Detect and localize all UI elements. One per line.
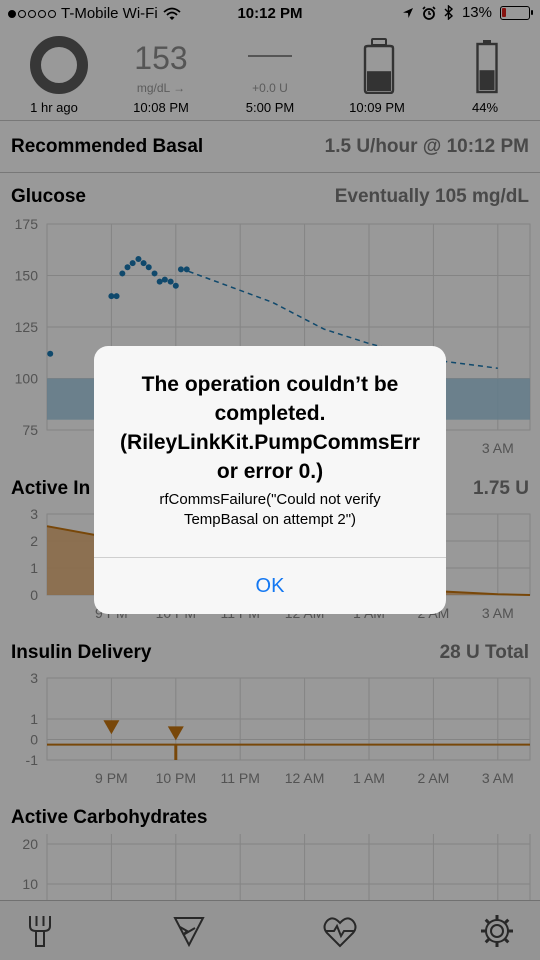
y-tick-label: 150 [15, 268, 39, 284]
glucose-point [140, 260, 147, 267]
recommended-basal-row[interactable]: Recommended Basal 1.5 U/hour @ 10:12 PM [0, 120, 540, 173]
insulin-delivery-total: 28 U Total [439, 642, 529, 663]
x-tick-label: 11 PM [220, 770, 259, 786]
active-insulin-value: 1.75 U [473, 478, 529, 499]
y-tick-label: 1 [30, 711, 38, 727]
glucose-point [156, 278, 163, 285]
bolus-icon[interactable] [171, 913, 207, 949]
glucose-point [113, 293, 120, 300]
glucose-point [135, 256, 142, 263]
alert-divider [94, 557, 446, 558]
glucose-point [167, 278, 174, 285]
bolus-marker [167, 726, 184, 741]
bolus-marker [103, 720, 120, 735]
glucose-time: 10:08 PM [133, 100, 189, 115]
y-tick-label: 20 [22, 836, 38, 852]
pump-battery-icon [476, 40, 498, 94]
reservoir-icon [363, 38, 395, 94]
x-tick-label: 10 PM [156, 770, 196, 786]
y-tick-label: 3 [30, 506, 38, 522]
y-tick-label: -1 [26, 752, 39, 768]
settings-gear-icon[interactable] [479, 913, 515, 949]
bluetooth-icon [444, 5, 453, 20]
error-alert: The operation couldn’t be completed. (Ri… [94, 346, 446, 614]
alarm-icon [422, 5, 436, 20]
x-tick-label: 3 AM [482, 440, 514, 456]
glucose-point [47, 350, 54, 357]
glucose-point [177, 266, 184, 273]
loop-status[interactable]: 1 hr ago [4, 28, 104, 120]
x-tick-label: 3 AM [482, 770, 514, 786]
recommended-basal-label: Recommended Basal [11, 136, 204, 157]
insulin-delivery-chart[interactable]: -1 0 1 3 9 PM 10 PM 11 PM 12 AM 1 AM 2 AM 3 AM [0, 670, 540, 798]
ok-button[interactable]: OK [94, 558, 446, 614]
y-tick-label: 0 [30, 587, 38, 603]
loop-caption: 1 hr ago [30, 100, 78, 115]
glucose-point [183, 266, 190, 273]
y-tick-label: 0 [30, 732, 38, 748]
glucose-unit: mg/dL → [136, 81, 186, 95]
glucose-point [119, 270, 126, 277]
basal-time: 5:00 PM [245, 100, 295, 115]
carbs-fork-icon[interactable] [22, 913, 58, 949]
glucose-hud[interactable]: 153 mg/dL → 10:08 PM [111, 28, 211, 120]
recommended-basal-value: 1.5 U/hour @ 10:12 PM [324, 136, 529, 157]
alert-message: rfCommsFailure("Could not verify TempBas… [159, 491, 381, 528]
status-left: T-Mobile Wi-Fi [8, 5, 181, 22]
glucose-point [129, 260, 136, 267]
temp-basal-bar [174, 744, 178, 760]
battery-icon [500, 5, 533, 20]
status-time: 10:12 PM [237, 5, 303, 22]
y-tick-label: 2 [30, 533, 38, 549]
loop-ring-icon [30, 36, 88, 94]
glucose-value: 153 [134, 40, 188, 76]
glucose-point [108, 293, 115, 300]
glucose-point [124, 264, 131, 271]
x-tick-label: 12 AM [285, 770, 325, 786]
signal-strength-icon [8, 9, 56, 18]
active-carbs-title: Active Carbohydrates [11, 807, 208, 828]
x-tick-label: 2 AM [417, 770, 449, 786]
wifi-icon [163, 7, 181, 20]
status-bar: T-Mobile Wi-Fi 10:12 PM 13% [0, 0, 540, 28]
glucose-point [151, 270, 158, 277]
y-tick-label: 100 [15, 371, 39, 387]
reservoir-hud[interactable]: 10:09 PM [327, 28, 427, 120]
basal-line-icon [248, 55, 292, 57]
insulin-delivery-title: Insulin Delivery [11, 642, 152, 663]
y-tick-label: 75 [22, 422, 38, 438]
y-tick-label: 175 [15, 216, 39, 232]
battery-percent: 13% [461, 4, 492, 21]
pump-battery-percent: 44% [471, 100, 499, 115]
status-right: 13% [402, 4, 533, 21]
location-icon [402, 7, 413, 18]
glucose-eventually: Eventually 105 mg/dL [334, 186, 529, 207]
pump-battery-hud[interactable]: 44% [435, 28, 535, 120]
glucose-point [161, 276, 168, 283]
x-tick-label: 3 AM [482, 605, 514, 621]
y-tick-label: 1 [30, 560, 38, 576]
toolbar [0, 900, 540, 960]
reservoir-time: 10:09 PM [349, 100, 405, 115]
y-tick-label: 125 [15, 319, 39, 335]
glucose-title: Glucose [11, 186, 86, 207]
basal-dose: +0.0 U [252, 81, 288, 95]
alert-title: The operation couldn’t be completed. (Ri… [120, 373, 420, 483]
y-tick-label: 10 [22, 876, 38, 892]
glucose-point [172, 282, 179, 289]
y-tick-label: 3 [30, 670, 38, 686]
glucose-point [145, 264, 152, 271]
x-tick-label: 9 PM [95, 770, 128, 786]
active-insulin-title: Active In [11, 478, 91, 499]
hud: 1 hr ago 153 mg/dL → 10:08 PM +0.0 U 5:0… [0, 28, 540, 120]
health-heart-icon[interactable] [322, 913, 358, 949]
x-tick-label: 1 AM [353, 770, 385, 786]
carrier-label: T-Mobile Wi-Fi [61, 5, 158, 22]
temp-basal-hud[interactable]: +0.0 U 5:00 PM [220, 28, 320, 120]
